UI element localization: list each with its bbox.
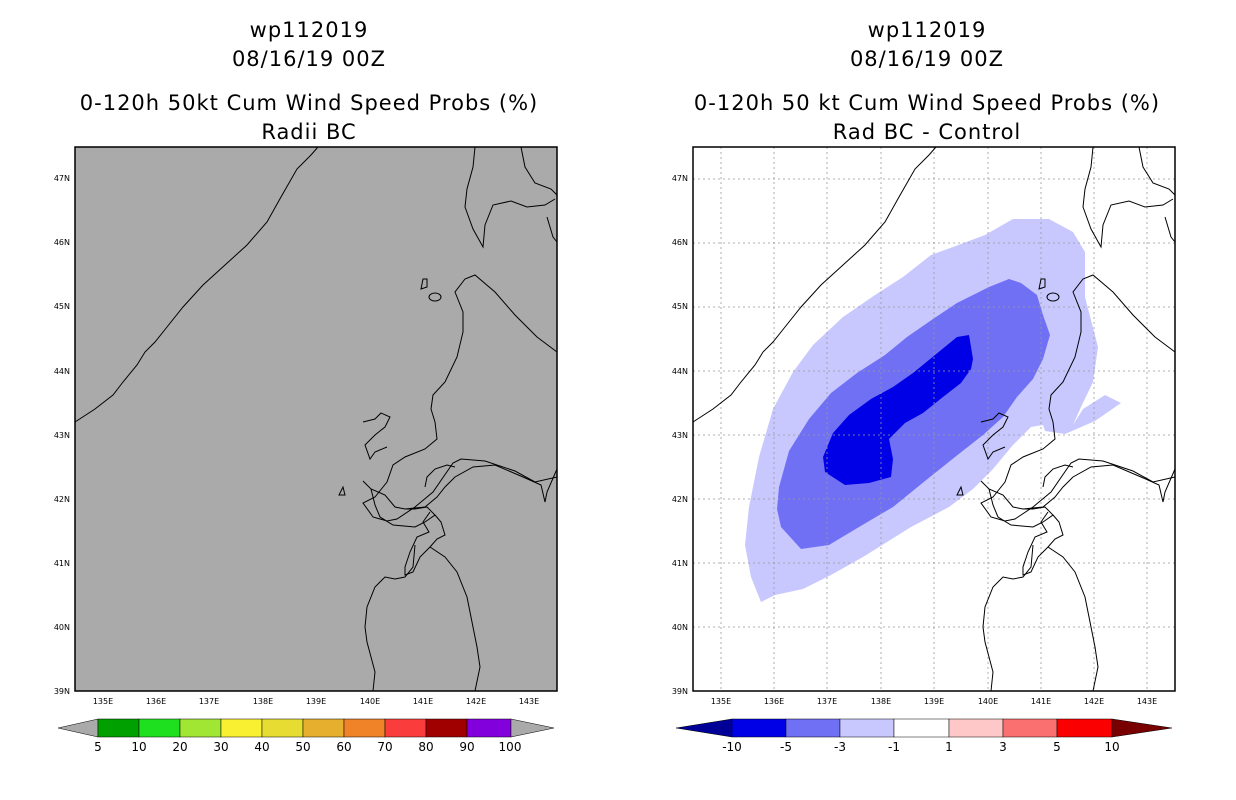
storm-id-title: wp112019	[867, 18, 987, 42]
lat-label: 42N	[671, 495, 688, 504]
colorbar-swatch	[1002, 718, 1058, 738]
colorbar-label: 1	[945, 740, 953, 754]
lon-label: 135E	[92, 697, 114, 706]
product-title: 0-120h 50kt Cum Wind Speed Probs (%)	[79, 91, 539, 115]
colorbar-label: -10	[722, 740, 742, 754]
colorbar-swatch	[384, 718, 427, 738]
lon-label: 142E	[465, 697, 487, 706]
lat-label: 45N	[53, 302, 70, 311]
colorbar-swatch	[97, 718, 140, 738]
lon-label: 141E	[1030, 697, 1052, 706]
lon-label: 139E	[923, 697, 945, 706]
lat-label: 40N	[53, 623, 70, 632]
colorbar-low-arrow	[57, 718, 99, 738]
colorbar-swatch	[893, 718, 950, 738]
lat-label: 47N	[53, 174, 70, 183]
map-frame	[74, 146, 558, 692]
colorbar-swatch	[731, 718, 787, 738]
lon-label: 138E	[252, 697, 274, 706]
colorbar	[57, 718, 555, 738]
colorbar-label: 5	[1053, 740, 1061, 754]
lon-label: 143E	[518, 697, 540, 706]
colorbar-swatch	[948, 718, 1004, 738]
colorbar-label: -3	[834, 740, 846, 754]
colorbar-label: 50	[295, 740, 311, 754]
colorbar-swatch	[839, 718, 895, 738]
colorbar-label: 80	[418, 740, 434, 754]
lat-label: 45N	[671, 302, 688, 311]
colorbar-label: 90	[459, 740, 475, 754]
colorbar-label: 70	[377, 740, 393, 754]
coastlines	[692, 146, 1176, 692]
lon-label: 136E	[763, 697, 785, 706]
colorbar-label: 60	[336, 740, 352, 754]
lon-label: 137E	[816, 697, 838, 706]
colorbar	[675, 718, 1173, 738]
colorbar-swatch	[179, 718, 222, 738]
colorbar-label: 20	[172, 740, 188, 754]
map-background	[75, 147, 557, 691]
colorbar-label: -5	[780, 740, 792, 754]
colorbar-swatch	[261, 718, 304, 738]
lat-label: 44N	[53, 367, 70, 376]
lat-label: 43N	[53, 431, 70, 440]
colorbar-swatch	[302, 718, 345, 738]
contour-dark	[823, 335, 973, 485]
grid-lines	[693, 147, 1175, 691]
colorbar-label: 40	[254, 740, 270, 754]
lon-label: 139E	[305, 697, 327, 706]
colorbar-swatch	[1056, 718, 1113, 738]
lat-label: 43N	[671, 431, 688, 440]
storm-id-title: wp112019	[249, 18, 369, 42]
colorbar-label: 10	[131, 740, 147, 754]
lat-label: 39N	[671, 687, 688, 696]
lon-label: 143E	[1136, 697, 1158, 706]
colorbar-high-arrow	[510, 718, 555, 738]
colorbar-low-arrow	[675, 718, 733, 738]
lon-label: 142E	[1083, 697, 1105, 706]
lat-label: 46N	[671, 238, 688, 247]
right-map-panel: wp112019 08/16/19 00Z 0-120h 50 kt Cum W…	[618, 0, 1236, 800]
lon-label: 138E	[870, 697, 892, 706]
datetime-title: 08/16/19 00Z	[231, 47, 387, 71]
lat-label: 46N	[53, 238, 70, 247]
colorbar-swatch	[425, 718, 468, 738]
lat-label: 44N	[671, 367, 688, 376]
colorbar-swatch	[220, 718, 263, 738]
lat-label: 41N	[53, 559, 70, 568]
lat-label: 40N	[671, 623, 688, 632]
colorbar-swatch	[785, 718, 841, 738]
colorbar-label: 30	[213, 740, 229, 754]
colorbar-label: 5	[94, 740, 102, 754]
lon-label: 140E	[359, 697, 381, 706]
lat-label: 47N	[671, 174, 688, 183]
lon-label: 141E	[412, 697, 434, 706]
colorbar-swatch	[466, 718, 512, 738]
colorbar-label: 10	[1104, 740, 1120, 754]
lat-label: 42N	[53, 495, 70, 504]
subtitle: Rad BC - Control	[832, 120, 1022, 144]
colorbar-swatch	[343, 718, 386, 738]
product-title: 0-120h 50 kt Cum Wind Speed Probs (%)	[693, 91, 1161, 115]
lon-label: 135E	[710, 697, 732, 706]
datetime-title: 08/16/19 00Z	[849, 47, 1005, 71]
lon-label: 136E	[145, 697, 167, 706]
subtitle: Radii BC	[261, 120, 357, 144]
coastlines	[74, 146, 558, 692]
map-frame	[692, 146, 1176, 692]
lat-label: 41N	[671, 559, 688, 568]
lat-label: 39N	[53, 687, 70, 696]
left-map-panel: wp112019 08/16/19 00Z 0-120h 50kt Cum Wi…	[53, 18, 558, 754]
colorbar-swatch	[138, 718, 181, 738]
lon-label: 140E	[977, 697, 999, 706]
lon-label: 137E	[198, 697, 220, 706]
colorbar-label: -1	[888, 740, 900, 754]
colorbar-high-arrow	[1111, 718, 1173, 738]
colorbar-label: 100	[498, 740, 522, 754]
map-plot	[74, 146, 558, 692]
colorbar-label: 3	[999, 740, 1007, 754]
difference-map-plot	[692, 146, 1176, 692]
